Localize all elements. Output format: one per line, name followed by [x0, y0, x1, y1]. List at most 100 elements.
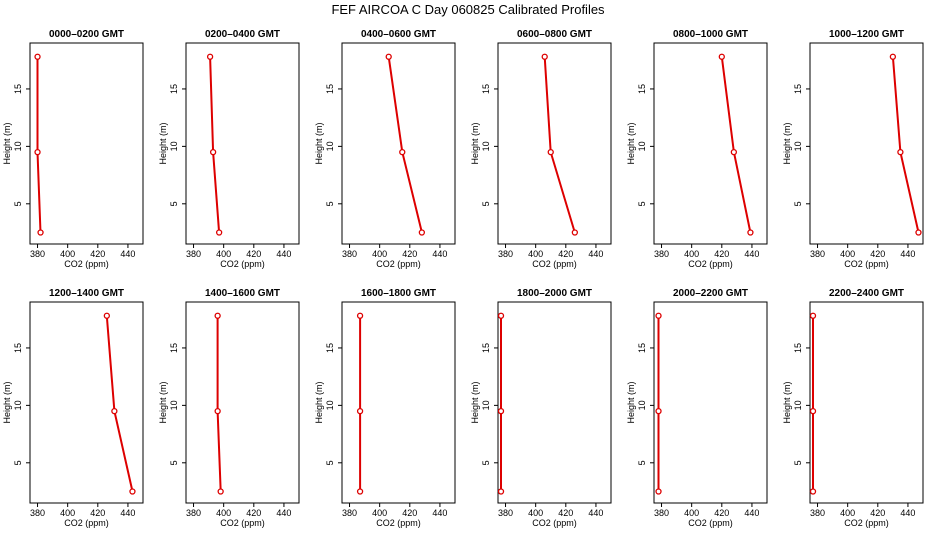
- x-tick-label: 440: [276, 249, 291, 259]
- x-axis-label: CO2 (ppm): [688, 518, 733, 528]
- plot-frame: [185, 301, 300, 504]
- profile-point: [547, 148, 554, 156]
- x-tick-label: 440: [120, 508, 135, 518]
- profile-point: [103, 312, 110, 319]
- y-tick-label: 5: [481, 460, 491, 465]
- x-tick-label: 420: [714, 508, 729, 518]
- x-tick-label: 440: [900, 249, 915, 259]
- y-axis-label: Height (m): [626, 381, 636, 423]
- profile-point: [37, 229, 44, 236]
- y-tick-label: 15: [325, 84, 335, 94]
- profile-line: [36, 56, 42, 233]
- plot-frame: [29, 301, 144, 504]
- y-tick-label: 5: [325, 201, 335, 206]
- x-axis-label: CO2 (ppm): [532, 518, 577, 528]
- y-tick-label: 5: [793, 460, 803, 465]
- profile-point: [809, 488, 817, 495]
- x-tick-label: 380: [810, 508, 825, 518]
- panels-grid: 0000–0200 GMT 380 400 420 440 5 10 15 CO2 (ppm) H…: [2, 29, 924, 528]
- x-tick-label: 380: [186, 249, 201, 259]
- y-tick-label: 10: [13, 400, 23, 410]
- x-tick-label: 420: [402, 508, 417, 518]
- x-tick-label: 440: [744, 249, 759, 259]
- x-tick-label: 440: [588, 508, 603, 518]
- plot-frame: [341, 301, 456, 504]
- y-tick-label: 10: [481, 400, 491, 410]
- y-tick-label: 15: [169, 343, 179, 353]
- profile-point: [356, 488, 364, 495]
- profile-line: [105, 315, 134, 492]
- y-tick-label: 10: [481, 141, 491, 151]
- x-tick-label: 400: [528, 249, 543, 259]
- y-tick-label: 10: [793, 400, 803, 410]
- x-tick-label: 380: [498, 508, 513, 518]
- x-tick-label: 400: [840, 508, 855, 518]
- profile-point: [809, 407, 817, 415]
- panel-title: 2000–2200 GMT: [673, 288, 748, 299]
- profile-point: [541, 53, 548, 60]
- chart-panel: 1400–1600 GMT 380 400 420 440 5 10 15 CO2 (ppm) H…: [158, 288, 300, 528]
- y-tick-label: 5: [169, 201, 179, 206]
- plot-frame: [29, 42, 144, 245]
- profile-point: [217, 488, 224, 495]
- profile-point: [206, 53, 214, 60]
- y-tick-label: 15: [325, 343, 335, 353]
- chart-panel: 0600–0800 GMT 380 400 420 440 5 10 15 CO2 (ppm) H…: [470, 29, 612, 269]
- x-tick-label: 400: [684, 508, 699, 518]
- x-tick-label: 420: [714, 249, 729, 259]
- chart-panel: 1800–2000 GMT 380 400 420 440 5 10 15 CO2 (ppm) H…: [470, 288, 612, 528]
- profile-point: [215, 229, 223, 236]
- profile-point: [356, 312, 364, 319]
- profile-line: [720, 56, 752, 233]
- x-axis-label: CO2 (ppm): [64, 259, 109, 269]
- profile-point: [809, 312, 817, 319]
- y-tick-label: 15: [481, 84, 491, 94]
- y-axis-label: Height (m): [626, 122, 636, 164]
- y-axis-label: Height (m): [314, 381, 324, 423]
- figure-title: FEF AIRCOA C Day 060825 Calibrated Profi…: [331, 2, 605, 17]
- profile-point: [497, 407, 505, 415]
- panel-title: 0400–0600 GMT: [361, 29, 436, 40]
- y-axis-label: Height (m): [158, 381, 168, 423]
- profile-point: [655, 312, 662, 319]
- x-axis-label: CO2 (ppm): [688, 259, 733, 269]
- profile-point: [209, 148, 217, 156]
- chart-panel: 0000–0200 GMT 380 400 420 440 5 10 15 CO2 (ppm) H…: [2, 29, 144, 269]
- profile-point: [655, 488, 662, 495]
- x-tick-label: 420: [558, 249, 573, 259]
- plot-frame: [809, 42, 924, 245]
- profile-point: [34, 53, 41, 60]
- profile-point: [356, 407, 364, 415]
- y-tick-label: 5: [793, 201, 803, 206]
- x-tick-label: 440: [432, 508, 447, 518]
- profile-point: [214, 312, 221, 319]
- profile-line: [216, 315, 222, 492]
- profile-point: [655, 407, 662, 415]
- x-tick-label: 380: [30, 249, 45, 259]
- x-tick-label: 420: [90, 508, 105, 518]
- y-tick-label: 15: [793, 343, 803, 353]
- x-tick-label: 380: [342, 249, 357, 259]
- x-tick-label: 400: [372, 249, 387, 259]
- panel-title: 2200–2400 GMT: [829, 288, 904, 299]
- y-tick-label: 10: [637, 141, 647, 151]
- profile-point: [889, 53, 897, 60]
- x-tick-label: 420: [246, 249, 261, 259]
- y-tick-label: 15: [637, 343, 647, 353]
- x-tick-label: 440: [744, 508, 759, 518]
- chart-panel: 1000–1200 GMT 380 400 420 440 5 10 15 CO2 (ppm) H…: [782, 29, 924, 269]
- plot-frame: [497, 42, 612, 245]
- plot-frame: [341, 42, 456, 245]
- x-tick-label: 440: [276, 508, 291, 518]
- x-axis-label: CO2 (ppm): [844, 259, 889, 269]
- y-axis-label: Height (m): [2, 122, 12, 164]
- panel-title: 0000–0200 GMT: [49, 29, 124, 40]
- y-axis-label: Height (m): [2, 381, 12, 423]
- y-tick-label: 5: [637, 201, 647, 206]
- profile-point: [418, 229, 426, 236]
- panel-title: 1000–1200 GMT: [829, 29, 904, 40]
- x-tick-label: 400: [528, 508, 543, 518]
- x-axis-label: CO2 (ppm): [844, 518, 889, 528]
- x-tick-label: 440: [120, 249, 135, 259]
- x-tick-label: 400: [60, 508, 75, 518]
